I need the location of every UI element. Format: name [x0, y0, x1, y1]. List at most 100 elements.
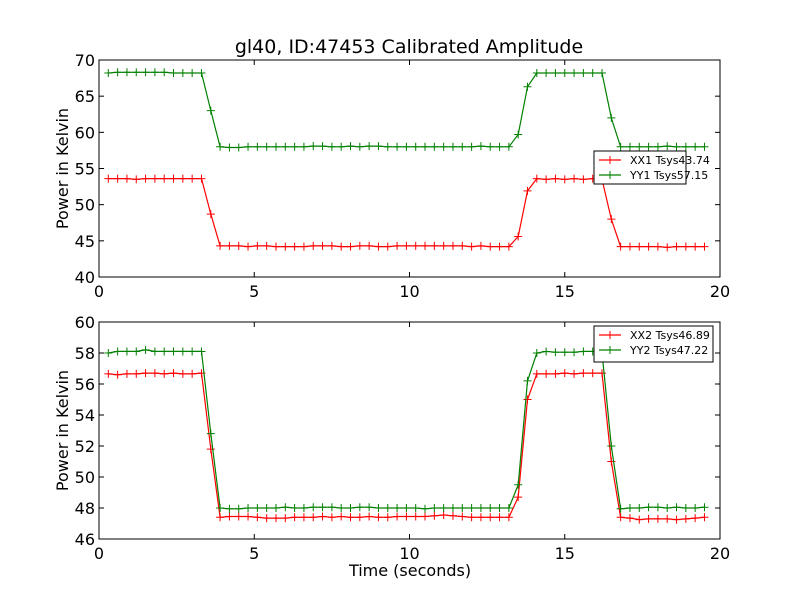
data-point — [430, 241, 439, 250]
data-point — [197, 69, 206, 78]
data-point — [421, 504, 430, 513]
data-point — [467, 513, 476, 522]
data-point — [271, 504, 280, 512]
data-point — [113, 68, 122, 77]
data-point — [169, 69, 178, 78]
data-point — [439, 504, 448, 512]
y-axis-label: Power in Kelvin — [53, 370, 72, 491]
data-point — [663, 514, 672, 523]
data-point — [290, 504, 299, 512]
x-tick-label: 0 — [94, 282, 104, 301]
data-point — [178, 174, 187, 183]
data-point — [318, 512, 327, 521]
chart-title: gl40, ID:47453 Calibrated Amplitude — [235, 36, 583, 58]
series-xx2 — [104, 369, 709, 524]
data-point — [169, 347, 178, 356]
data-point — [625, 504, 634, 512]
data-point — [625, 142, 634, 151]
data-point — [244, 504, 253, 512]
data-point — [672, 142, 681, 151]
data-point — [365, 512, 374, 521]
data-point — [299, 513, 308, 522]
data-point — [206, 106, 215, 115]
data-point — [309, 241, 318, 250]
data-point — [160, 174, 169, 183]
y-tick-label: 65 — [75, 87, 95, 106]
x-tick-label: 0 — [94, 544, 104, 563]
legend-label: XX2 Tsys46.89 — [630, 329, 710, 342]
data-point — [383, 504, 392, 512]
data-point — [281, 142, 290, 151]
data-point — [402, 504, 411, 512]
data-point — [411, 142, 420, 151]
data-point — [216, 241, 225, 250]
data-point — [216, 504, 225, 512]
data-point — [653, 242, 662, 251]
y-tick-label: 48 — [75, 499, 95, 518]
data-point — [309, 142, 318, 151]
data-point — [253, 504, 262, 512]
data-point — [206, 210, 215, 219]
data-point — [532, 69, 541, 78]
data-point — [337, 242, 346, 251]
data-point — [486, 142, 495, 151]
data-point — [579, 347, 588, 356]
data-point — [663, 504, 672, 512]
data-point — [560, 175, 569, 184]
data-point — [607, 215, 616, 224]
data-point — [579, 369, 588, 378]
data-point — [448, 142, 457, 151]
data-point — [122, 347, 131, 356]
data-point — [346, 504, 355, 512]
data-point — [337, 504, 346, 512]
data-point — [318, 503, 327, 512]
data-point — [271, 142, 280, 151]
data-point — [327, 503, 336, 512]
data-point — [653, 503, 662, 512]
data-point — [169, 369, 178, 378]
y-tick-label: 55 — [75, 160, 95, 179]
data-point — [681, 514, 690, 523]
data-point — [281, 514, 290, 523]
data-point — [402, 241, 411, 250]
data-point — [448, 504, 457, 512]
data-point — [216, 513, 225, 522]
data-point — [514, 130, 523, 139]
data-point — [374, 504, 383, 512]
data-point — [448, 241, 457, 250]
legend-label: YY2 Tsys47.22 — [629, 344, 708, 357]
data-point — [206, 429, 215, 438]
data-point — [458, 241, 467, 250]
data-point — [150, 369, 159, 378]
data-point — [355, 142, 364, 151]
data-point — [514, 493, 523, 502]
data-point — [188, 347, 197, 356]
y-axis-label: Power in Kelvin — [53, 108, 72, 229]
x-tick-label: 10 — [399, 544, 419, 563]
data-point — [225, 512, 234, 521]
data-point — [132, 369, 141, 378]
legend-marker — [606, 346, 614, 354]
data-point — [644, 142, 653, 151]
data-point — [691, 504, 700, 512]
data-point — [122, 174, 131, 183]
data-point — [132, 68, 141, 77]
data-point — [244, 242, 253, 251]
data-point — [635, 515, 644, 524]
data-point — [355, 513, 364, 522]
data-point — [234, 512, 243, 521]
data-point — [150, 68, 159, 77]
data-point — [495, 513, 504, 522]
data-point — [616, 242, 625, 251]
data-point — [346, 242, 355, 251]
legend-label: YY1 Tsys57.15 — [629, 169, 708, 182]
y-tick-label: 60 — [75, 313, 95, 332]
data-point — [607, 442, 616, 450]
bottom-plot: 0 5 10 15 20 46 48 50 52 54 56 58 60 Power in Kelvin X… — [53, 313, 730, 563]
data-point — [327, 513, 336, 522]
data-point — [570, 174, 579, 183]
data-point — [262, 142, 271, 151]
data-point — [421, 512, 430, 521]
x-tick-label: 20 — [710, 282, 730, 301]
data-point — [150, 174, 159, 183]
